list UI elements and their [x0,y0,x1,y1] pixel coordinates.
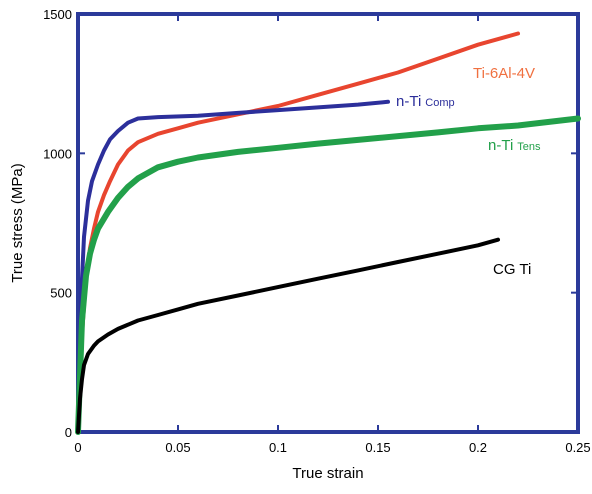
x-tick-label: 0.1 [269,440,287,455]
y-tick-label: 0 [65,425,72,440]
x-tick-label: 0.15 [365,440,390,455]
plot-frame-rect [76,12,580,434]
series-lines [75,31,581,435]
series-label-n-ti-tens: n-Ti Tens [488,137,541,154]
y-axis-title: True stress (MPa) [9,163,26,282]
series-line-ti-6al-4v [76,31,520,434]
x-axis-ticks: 0 0.05 0.1 0.15 0.2 0.25 [74,14,591,455]
series-line-cg-ti [76,237,500,434]
y-tick-label: 500 [50,286,72,301]
series-label-cg-ti: CG Ti [493,261,531,278]
series-labels: Ti-6Al-4V n-Ti Comp n-Ti Tens CG Ti [396,65,541,278]
series-line-n-ti-tens [75,115,581,435]
y-tick-label: 1500 [43,7,72,22]
series-label-sub: Tens [517,141,541,153]
series-line-n-ti-comp [76,99,390,434]
series-label-main: n-Ti [488,137,513,154]
x-tick-label: 0 [74,440,81,455]
series-label-main: Ti-6Al-4V [473,65,535,82]
y-tick-label: 1000 [43,146,72,161]
x-tick-label: 0.05 [165,440,190,455]
x-tick-label: 0.25 [565,440,590,455]
series-label-main: CG Ti [493,261,531,278]
series-label-sub: Comp [425,97,454,109]
series-label-main: n-Ti [396,93,421,110]
plot-frame [76,12,580,434]
x-axis-title: True strain [292,465,363,482]
x-tick-label: 0.2 [469,440,487,455]
series-label-ti-6al-4v: Ti-6Al-4V [473,65,535,82]
y-axis-ticks: 0 500 1000 1500 [43,7,578,440]
series-label-n-ti-comp: n-Ti Comp [396,93,455,110]
